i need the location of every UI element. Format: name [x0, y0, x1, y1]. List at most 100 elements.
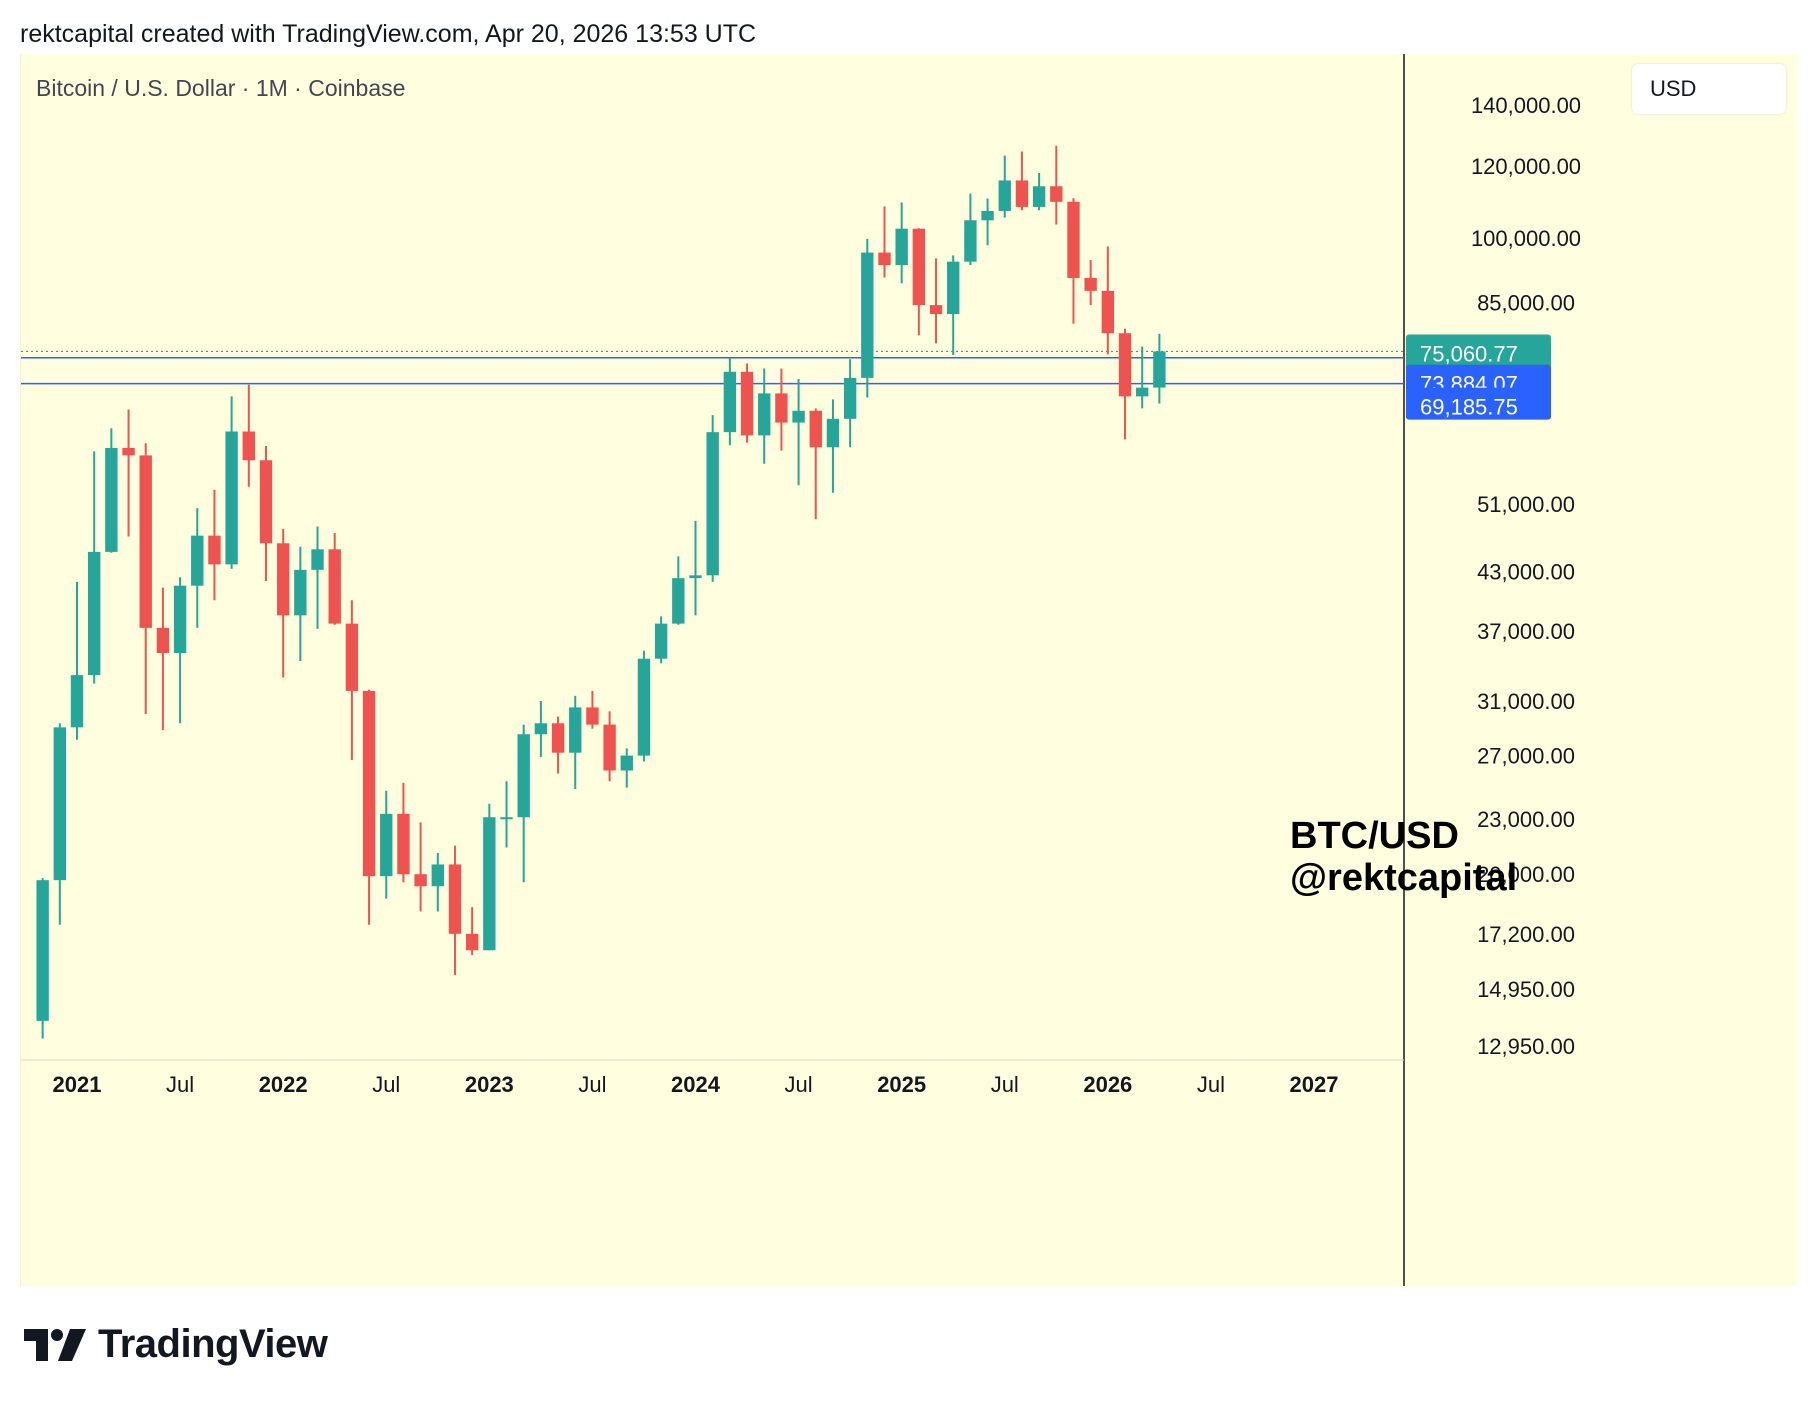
- candle-body: [483, 817, 496, 951]
- currency-button[interactable]: USD: [1632, 64, 1786, 114]
- candle-body: [397, 813, 410, 875]
- candle-body: [792, 410, 805, 423]
- candle-body: [551, 723, 565, 753]
- candle-body: [672, 578, 685, 624]
- candle-body: [380, 813, 393, 877]
- time-axis-tick: 2021: [53, 1072, 102, 1097]
- price-axis-tick: 100,000.00: [1471, 226, 1581, 251]
- time-axis-tick: Jul: [991, 1072, 1019, 1097]
- tradingview-logo-text: TradingView: [98, 1322, 328, 1366]
- price-axis-tick: 23,000.00: [1477, 807, 1575, 832]
- time-axis-tick: Jul: [1197, 1072, 1225, 1097]
- candle-body: [276, 543, 290, 616]
- chart-watermark: BTC/USD @rektcapital: [1290, 815, 1517, 899]
- candle-body: [706, 432, 719, 576]
- candle-body: [1136, 387, 1149, 397]
- tradingview-logo-icon: [24, 1328, 86, 1361]
- candle-body: [654, 623, 668, 659]
- price-axis-tick: 85,000.00: [1477, 290, 1575, 315]
- level-2-price-tag-text: 69,185.75: [1420, 395, 1518, 420]
- candle-body: [998, 180, 1011, 211]
- candle-body: [964, 220, 977, 262]
- candlestick-chart[interactable]: 140,000.00 120,000.00 100,000.00 85,000.00 5…: [21, 54, 1797, 1286]
- price-axis-tick: 37,000.00: [1477, 619, 1575, 644]
- time-axis-tick: 2025: [877, 1072, 926, 1097]
- candle-body: [758, 393, 771, 436]
- candle-body: [1050, 186, 1063, 202]
- candle-body: [70, 675, 84, 728]
- candle-body: [1067, 201, 1080, 278]
- candle-body: [861, 252, 874, 378]
- time-axis-tick: 2022: [259, 1072, 308, 1097]
- candle-body: [895, 228, 908, 266]
- candle-body: [1101, 290, 1115, 334]
- candle-body: [517, 734, 530, 818]
- price-axis-tick: 120,000.00: [1471, 154, 1581, 179]
- candle-body: [311, 549, 324, 570]
- candle-body: [414, 874, 427, 887]
- candle-body: [1118, 333, 1132, 397]
- candle-body: [826, 418, 840, 448]
- price-axis-tick: 51,000.00: [1477, 492, 1575, 517]
- symbol-label: Bitcoin / U.S. Dollar · 1M · Coinbase: [36, 75, 406, 101]
- watermark-author: @rektcapital: [1290, 857, 1518, 899]
- candle-body: [465, 933, 479, 951]
- level-2-price-tag: [1406, 387, 1551, 420]
- candle-body: [191, 535, 204, 586]
- tradingview-logo[interactable]: TradingView: [24, 1322, 328, 1367]
- price-axis-tick: 17,200.00: [1477, 922, 1575, 947]
- price-axis-tick: 14,950.00: [1477, 977, 1575, 1002]
- candle-body: [929, 305, 943, 315]
- price-axis-tick: 20,000.00: [1477, 862, 1575, 887]
- candle-body: [345, 623, 359, 691]
- candle-body: [586, 707, 599, 725]
- candle-body: [53, 727, 67, 881]
- price-axis-tick: 12,950.00: [1477, 1034, 1575, 1059]
- candle-body: [362, 690, 376, 877]
- price-axis-tick: 31,000.00: [1477, 689, 1575, 714]
- candle-body: [328, 549, 341, 624]
- candle-body: [878, 252, 891, 266]
- chart-area[interactable]: 140,000.00 120,000.00 100,000.00 85,000.00 5…: [20, 54, 1797, 1286]
- price-axis-tick: 27,000.00: [1477, 744, 1575, 769]
- candle-body: [173, 585, 187, 654]
- time-axis-tick: Jul: [785, 1072, 813, 1097]
- time-axis-tick: 2024: [671, 1072, 721, 1097]
- time-axis-tick: Jul: [578, 1072, 606, 1097]
- candle-body: [723, 371, 737, 433]
- candle-body: [105, 447, 118, 552]
- candle-body: [139, 455, 152, 628]
- candle-body: [569, 707, 582, 753]
- candle-body: [36, 880, 49, 1021]
- candle-body: [912, 228, 926, 306]
- candle-body: [431, 864, 444, 887]
- time-axis-tick: 2023: [465, 1072, 514, 1097]
- current-price-tag-text: 75,060.77: [1420, 341, 1518, 366]
- candle-body: [208, 535, 221, 565]
- candle-body: [500, 817, 513, 820]
- candle-body: [689, 575, 702, 579]
- candle-body: [448, 864, 462, 934]
- candle-body: [620, 755, 633, 771]
- candle-body: [843, 377, 857, 419]
- candle-body: [225, 431, 238, 565]
- time-axis-tick: 2026: [1083, 1072, 1132, 1097]
- candle-body: [603, 724, 616, 771]
- candle-body: [122, 447, 135, 456]
- time-axis-tick: Jul: [372, 1072, 400, 1097]
- candle-body: [1153, 351, 1166, 388]
- chart-attribution: rektcapital created with TradingView.com…: [20, 20, 757, 48]
- candle-body: [809, 410, 822, 448]
- candle-body: [775, 393, 788, 423]
- candle-body: [242, 431, 255, 461]
- candle-body: [637, 658, 651, 756]
- candle-body: [1032, 186, 1046, 207]
- time-axis-tick: Jul: [166, 1072, 194, 1097]
- candle-body: [156, 627, 170, 654]
- time-axis-tick: 2027: [1290, 1072, 1339, 1097]
- candle-body: [534, 723, 548, 735]
- candle-body: [259, 460, 273, 544]
- watermark-pair: BTC/USD: [1290, 815, 1459, 857]
- candle-body: [87, 551, 101, 676]
- candle-body: [1084, 277, 1097, 291]
